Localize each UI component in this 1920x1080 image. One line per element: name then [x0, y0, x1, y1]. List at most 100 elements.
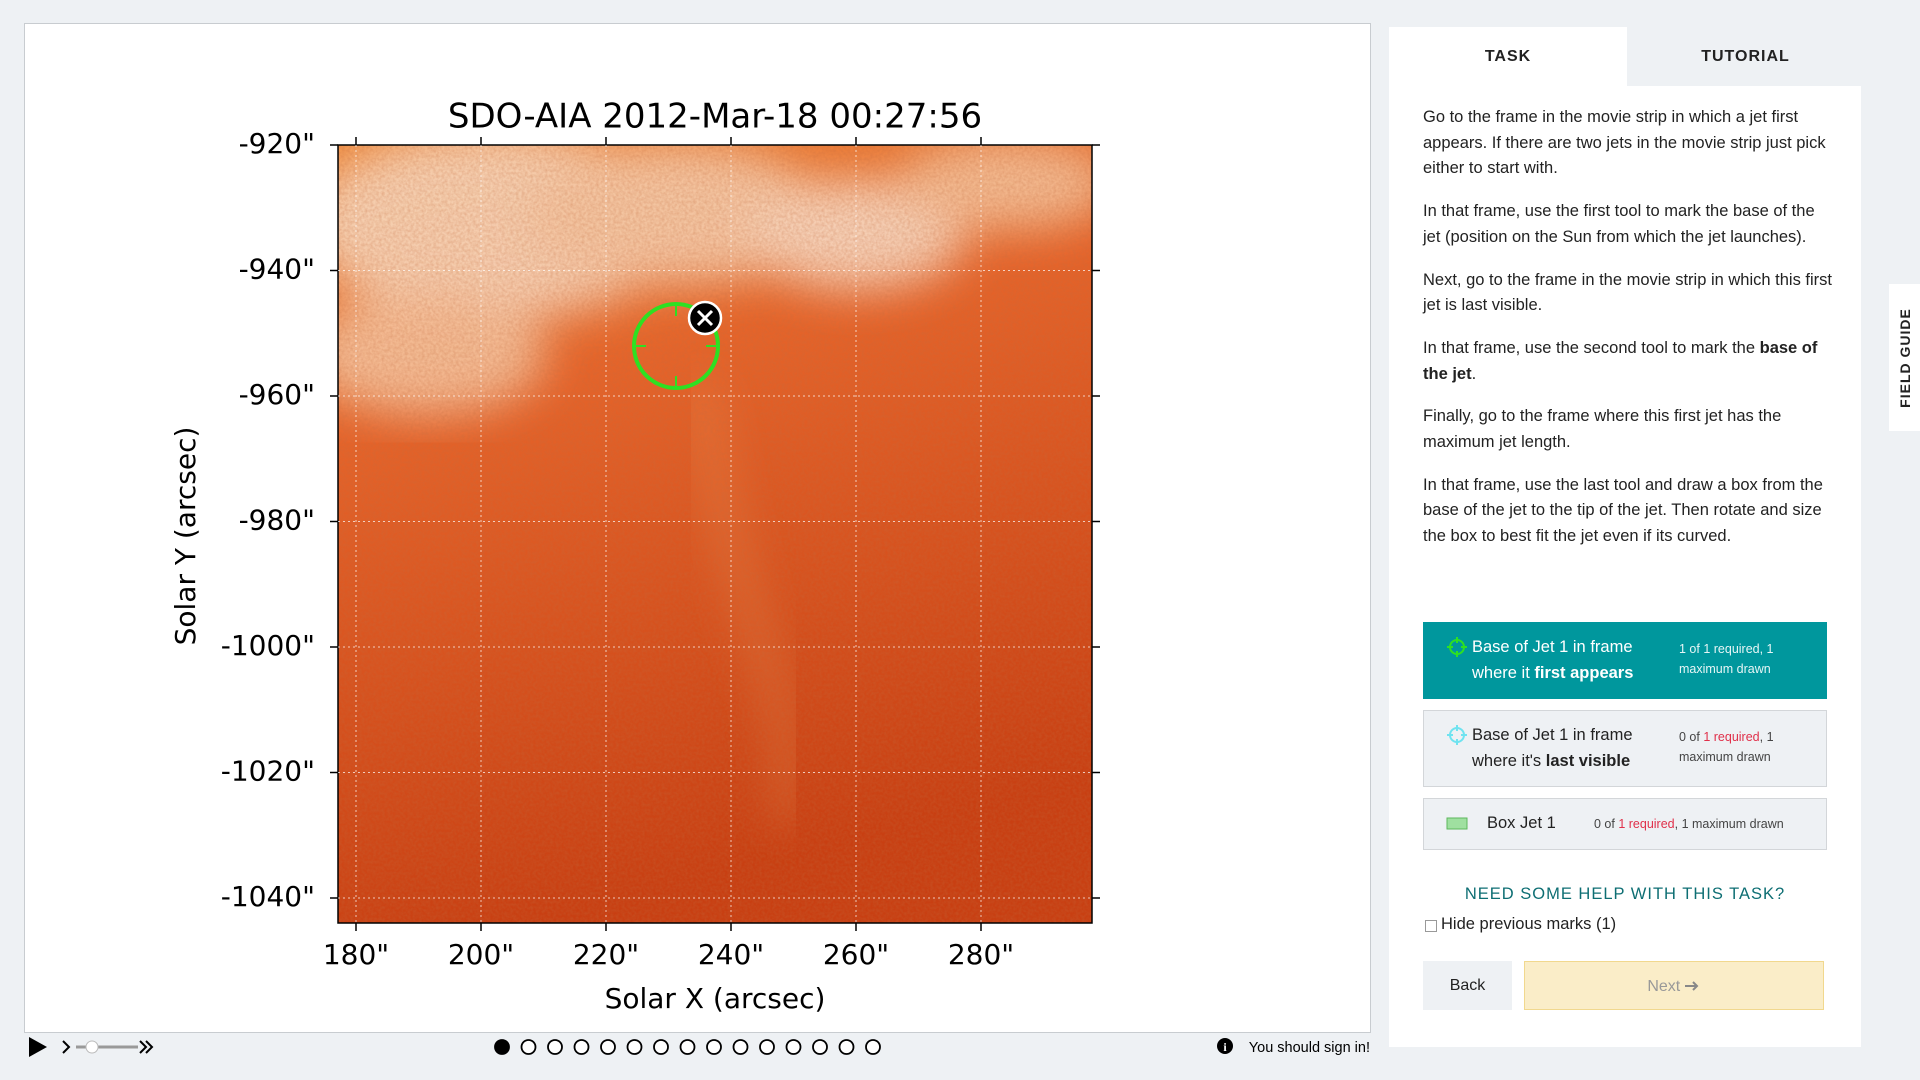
y-tick-label: -980": [239, 504, 315, 537]
text-segment: base of the jet: [1423, 338, 1818, 383]
tool-status: 0 of 1 required, 1 maximum drawn: [1594, 814, 1784, 834]
frame-dot[interactable]: [732, 1039, 749, 1055]
frame-dot[interactable]: [679, 1039, 696, 1055]
next-button[interactable]: Next: [1524, 961, 1824, 1010]
sign-in-notice[interactable]: You should sign in!: [1249, 1040, 1370, 1056]
instruction-paragraph: Go to the frame in the movie strip in wh…: [1423, 105, 1835, 182]
frame-dot[interactable]: [785, 1039, 802, 1055]
tutorial-tab[interactable]: TUTORIAL: [1627, 27, 1864, 86]
play-button[interactable]: [29, 1037, 47, 1057]
tool-icon-cross: [1447, 637, 1467, 657]
tool-label: Base of Jet 1 in frame where it first ap…: [1472, 635, 1662, 686]
text-segment: , 1 maximum drawn: [1679, 730, 1774, 764]
checkbox[interactable]: [1425, 920, 1437, 932]
speed-handle[interactable]: [85, 1040, 99, 1054]
x-axis-label: Solar X (arcsec): [605, 982, 826, 1015]
x-tick-label: 240": [698, 938, 764, 971]
tool-status: 1 of 1 required, 1 maximum drawn: [1679, 639, 1799, 679]
controls-bar: i You should sign in!: [29, 1037, 1370, 1057]
tool-icon: [1446, 817, 1468, 830]
text-segment: Go to the frame in the movie strip in wh…: [1423, 108, 1826, 178]
info-icon: [1217, 1038, 1233, 1054]
plot-frame: [337, 144, 1093, 924]
help-link[interactable]: NEED SOME HELP WITH THIS TASK?: [1464, 885, 1786, 903]
frame-dot[interactable]: [653, 1039, 669, 1055]
tool-icon-box: [1446, 817, 1468, 830]
frame-dot[interactable]: [812, 1039, 828, 1055]
task-tab[interactable]: TASK: [1389, 27, 1627, 86]
x-tick-label: 260": [823, 938, 889, 971]
crosshair: [634, 304, 718, 388]
y-tick-label: -1040": [221, 880, 315, 913]
frame-dot[interactable]: [706, 1039, 722, 1055]
text-segment: 1 required: [1703, 730, 1760, 744]
y-tick-label: -920": [239, 127, 315, 160]
text-segment: Next, go to the frame in the movie strip…: [1423, 270, 1832, 315]
frame-dot[interactable]: [547, 1039, 563, 1055]
y-tick-label: -1020": [221, 755, 315, 788]
next-label: Next: [1647, 978, 1681, 995]
text-segment: Box Jet 1: [1487, 814, 1556, 832]
y-tick-label: -960": [239, 378, 315, 411]
y-axis-label: Solar Y (arcsec): [169, 427, 202, 646]
text-segment: In that frame, use the last tool and dra…: [1423, 475, 1823, 546]
frame-dot[interactable]: [838, 1039, 855, 1055]
text-segment: 0 of: [1594, 817, 1619, 831]
y-tick-label: -1000": [221, 629, 315, 662]
slow-icon: [62, 1040, 71, 1054]
solar-image: [338, 145, 1092, 923]
x-tick-label: 180": [323, 938, 389, 971]
tool-button[interactable]: Base of Jet 1 in frame where it first ap…: [1423, 622, 1827, 699]
field-guide-tab[interactable]: FIELD GUIDE: [1889, 284, 1920, 431]
instructions: Go to the frame in the movie strip in wh…: [1423, 105, 1835, 567]
tool-icon: [1447, 637, 1467, 657]
text-segment: In that frame, use the first tool to mar…: [1423, 202, 1815, 246]
x-tick-label: 220": [573, 938, 639, 971]
tool-icon: [1447, 725, 1467, 745]
delete-icon: [696, 309, 714, 327]
instruction-paragraph: In that frame, use the second tool to ma…: [1423, 336, 1835, 387]
frame-dot[interactable]: [759, 1039, 775, 1055]
instruction-paragraph: In that frame, use the last tool and dra…: [1423, 473, 1835, 550]
text-segment: first appears: [1534, 663, 1634, 682]
frame-dot[interactable]: [520, 1039, 537, 1055]
text-segment: Base of Jet 1 in frame where it's: [1472, 726, 1633, 770]
frame-dot[interactable]: [626, 1039, 643, 1055]
tool-button[interactable]: Box Jet 1 0 of 1 required, 1 maximum draw…: [1423, 798, 1827, 850]
text-segment: .: [1471, 364, 1477, 383]
hide-marks[interactable]: Hide previous marks (1): [1425, 915, 1616, 934]
text-segment: Base of Jet 1 in frame where it: [1472, 638, 1633, 682]
text-segment: last visible: [1545, 751, 1631, 770]
frame-dot[interactable]: [494, 1039, 510, 1055]
text-segment: Finally, go to the frame where this firs…: [1423, 407, 1782, 452]
tool-label: Base of Jet 1 in frame where it's last v…: [1472, 723, 1662, 774]
text-segment: In that frame, use the second tool to ma…: [1423, 338, 1760, 357]
instruction-paragraph: Next, go to the frame in the movie strip…: [1423, 268, 1835, 319]
text-segment: 0 of: [1679, 730, 1704, 744]
solar-image-plot: SDO-AIA 2012-Mar-18 00:27:56 Solar Y (ar…: [169, 97, 1100, 1015]
text-segment: , 1 maximum drawn: [1674, 817, 1784, 831]
instruction-paragraph: In that frame, use the first tool to mar…: [1423, 199, 1835, 250]
y-tick-label: -940": [239, 253, 315, 286]
tool-status: 0 of 1 required, 1 maximum drawn: [1679, 727, 1799, 767]
text-segment: 1 required: [1618, 817, 1675, 831]
frame-dot[interactable]: [600, 1039, 616, 1055]
subject-viewer: SDO-AIA 2012-Mar-18 00:27:56 Solar Y (ar…: [24, 23, 1371, 1033]
tool-button[interactable]: Base of Jet 1 in frame where it's last v…: [1423, 710, 1827, 787]
tool-label: Box Jet 1: [1487, 811, 1556, 837]
instruction-paragraph: Finally, go to the frame where this firs…: [1423, 404, 1835, 455]
info-i: i: [1223, 1040, 1227, 1054]
x-tick-label: 280": [948, 938, 1014, 971]
back-button[interactable]: Back: [1423, 961, 1512, 1010]
frame-dot[interactable]: [865, 1039, 881, 1055]
plot-title: SDO-AIA 2012-Mar-18 00:27:56: [448, 97, 982, 137]
hide-marks-label: Hide previous marks (1): [1441, 915, 1617, 933]
tool-icon-cross: [1447, 725, 1467, 745]
marker[interactable]: [632, 300, 723, 390]
task-panel: TASK TUTORIAL Go to the frame in the mov…: [1389, 27, 1864, 1047]
text-segment: 1 of 1 required, 1 maximum drawn: [1679, 642, 1774, 676]
fast-icon: [139, 1040, 154, 1054]
frame-dot[interactable]: [573, 1039, 590, 1055]
